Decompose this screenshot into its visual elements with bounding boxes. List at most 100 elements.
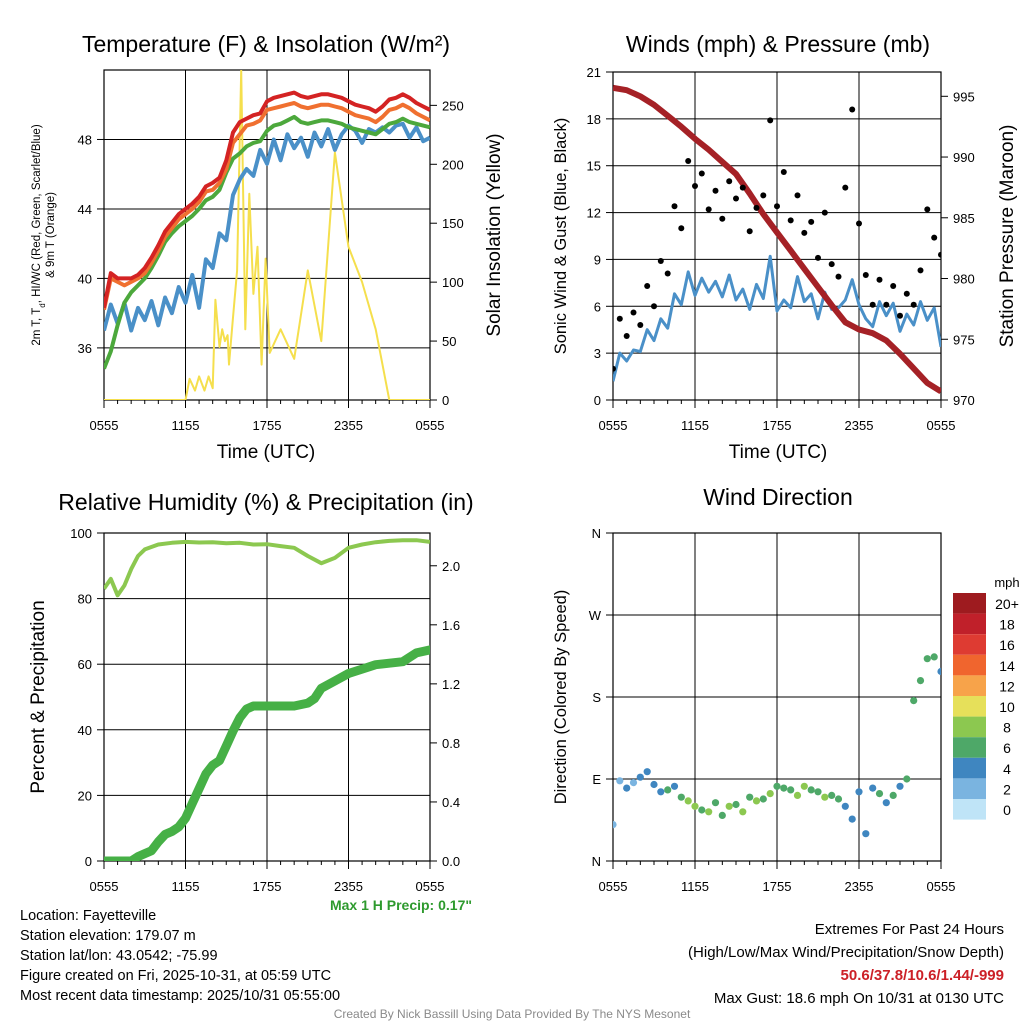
legend-swatch (953, 696, 986, 717)
gust-point (828, 261, 835, 268)
gust-point (869, 301, 876, 308)
gust-point (835, 273, 842, 280)
gust-point (623, 333, 630, 339)
direction-point (869, 784, 877, 792)
direction-point (752, 797, 761, 805)
legend-label: 16 (999, 637, 1015, 653)
gust-point (876, 276, 883, 283)
gust-point (794, 192, 801, 199)
gust-point (917, 267, 924, 274)
created-text: Figure created on Fri, 2025-10-31, at 05… (20, 968, 332, 984)
direction-point (664, 786, 672, 794)
direction-point (889, 791, 897, 800)
y-tick-label: 40 (78, 271, 92, 286)
gust-point (705, 206, 712, 213)
direction-point (711, 799, 720, 807)
gust-point (774, 203, 780, 210)
plot-area (104, 538, 430, 861)
y2-axis-label: Station Pressure (Maroon) (997, 125, 1018, 348)
series-line-station-pressure (613, 84, 941, 395)
y-tick-label: 21 (587, 65, 601, 80)
x-tick-label: 1155 (172, 418, 200, 433)
x-tick-label: 0555 (416, 879, 445, 894)
gust-point (613, 365, 616, 372)
y-tick-label: 44 (78, 202, 92, 217)
x-tick-label: 1755 (763, 418, 792, 433)
x-tick-label: 2355 (334, 418, 363, 433)
y-tick-label: 60 (78, 657, 92, 672)
legend-label: 20+ (995, 596, 1019, 612)
direction-point (691, 802, 699, 810)
x-tick-label: 2355 (334, 879, 363, 894)
gust-point (890, 283, 897, 289)
direction-point (903, 775, 911, 783)
series-line-sonic-wind (613, 254, 941, 382)
x-tick-label: 2355 (845, 879, 874, 894)
direction-point (780, 784, 788, 792)
x-tick-label: 1755 (253, 879, 282, 894)
y2-tick-label: 1.2 (442, 677, 460, 692)
gust-point (931, 234, 938, 241)
gust-point (801, 229, 808, 236)
series-line-dew-point (104, 114, 430, 370)
direction-point (636, 773, 644, 781)
direction-point (629, 779, 638, 787)
y-tick-label: 80 (78, 592, 92, 607)
y2-tick-label: 0 (442, 393, 449, 408)
y-tick-label: 9 (594, 252, 601, 267)
gust-point (753, 204, 760, 211)
y2-tick-label: 985 (953, 211, 975, 226)
legend-swatch (953, 634, 986, 655)
x-axis-label: Time (UTC) (217, 442, 316, 463)
direction-point (848, 815, 856, 823)
direction-point (670, 782, 679, 790)
chart-title: Winds (mph) & Pressure (mb) (626, 31, 930, 57)
gust-point (733, 195, 739, 202)
series-line-2m-temperature (104, 90, 430, 309)
direction-point (923, 655, 931, 663)
max-gust-text: Max Gust: 18.6 mph On 10/31 at 0130 UTC (713, 990, 1004, 1007)
gust-point (712, 187, 719, 194)
x-tick-label: 2355 (845, 418, 874, 433)
gust-point (644, 283, 651, 289)
direction-point (732, 800, 740, 809)
y-tick-label: 3 (594, 346, 601, 361)
humidity-panel: 0555 1155 1755 2355 0555 0 20 40 60 80 100 0.0 0.4 0.… (28, 489, 474, 894)
legend-label: 14 (999, 658, 1015, 674)
y-tick-label: S (592, 690, 601, 705)
x-axis-label: Time (UTC) (729, 442, 828, 463)
y2-tick-label: 0.4 (442, 795, 460, 810)
direction-point (705, 808, 713, 816)
gust-point (903, 290, 910, 297)
direction-point (650, 780, 658, 789)
legend-label: 0 (1003, 802, 1011, 818)
y2-tick-label: 2.0 (442, 559, 460, 574)
legend-swatch (953, 716, 986, 738)
gust-point (692, 183, 698, 189)
gust-point (856, 220, 862, 227)
gust-point (910, 301, 917, 308)
y2-tick-label: 150 (442, 216, 464, 231)
direction-point (800, 782, 808, 790)
y2-tick-label: 200 (442, 157, 464, 172)
legend-swatch (953, 757, 986, 779)
direction-point (739, 808, 747, 816)
direction-point (930, 653, 938, 661)
winds-panel: 0555 1155 1755 2355 0555 0 3 6 9 12 15 18 21 970 975 98… (552, 31, 1018, 463)
series-line-precipitation (104, 645, 430, 861)
y2-axis-label: Solar Insolation (Yellow) (484, 133, 505, 336)
x-tick-label: 0555 (927, 879, 956, 894)
y-tick-label: 15 (587, 159, 601, 174)
x-tick-label: 1155 (681, 418, 709, 433)
y2-tick-label: 100 (442, 275, 464, 290)
extremes-legend: (High/Low/Max Wind/Precipitation/Snow De… (688, 944, 1004, 961)
direction-point (616, 777, 624, 785)
gust-point (746, 228, 753, 235)
wind-direction-panel: 0555 1155 1755 2355 0555 N E S W N Wind Direction D… (552, 484, 955, 894)
y-tick-label: E (592, 772, 601, 787)
legend-swatch (953, 675, 986, 696)
x-tick-label: 0555 (90, 879, 119, 894)
direction-point (814, 788, 822, 796)
direction-point (793, 791, 802, 800)
